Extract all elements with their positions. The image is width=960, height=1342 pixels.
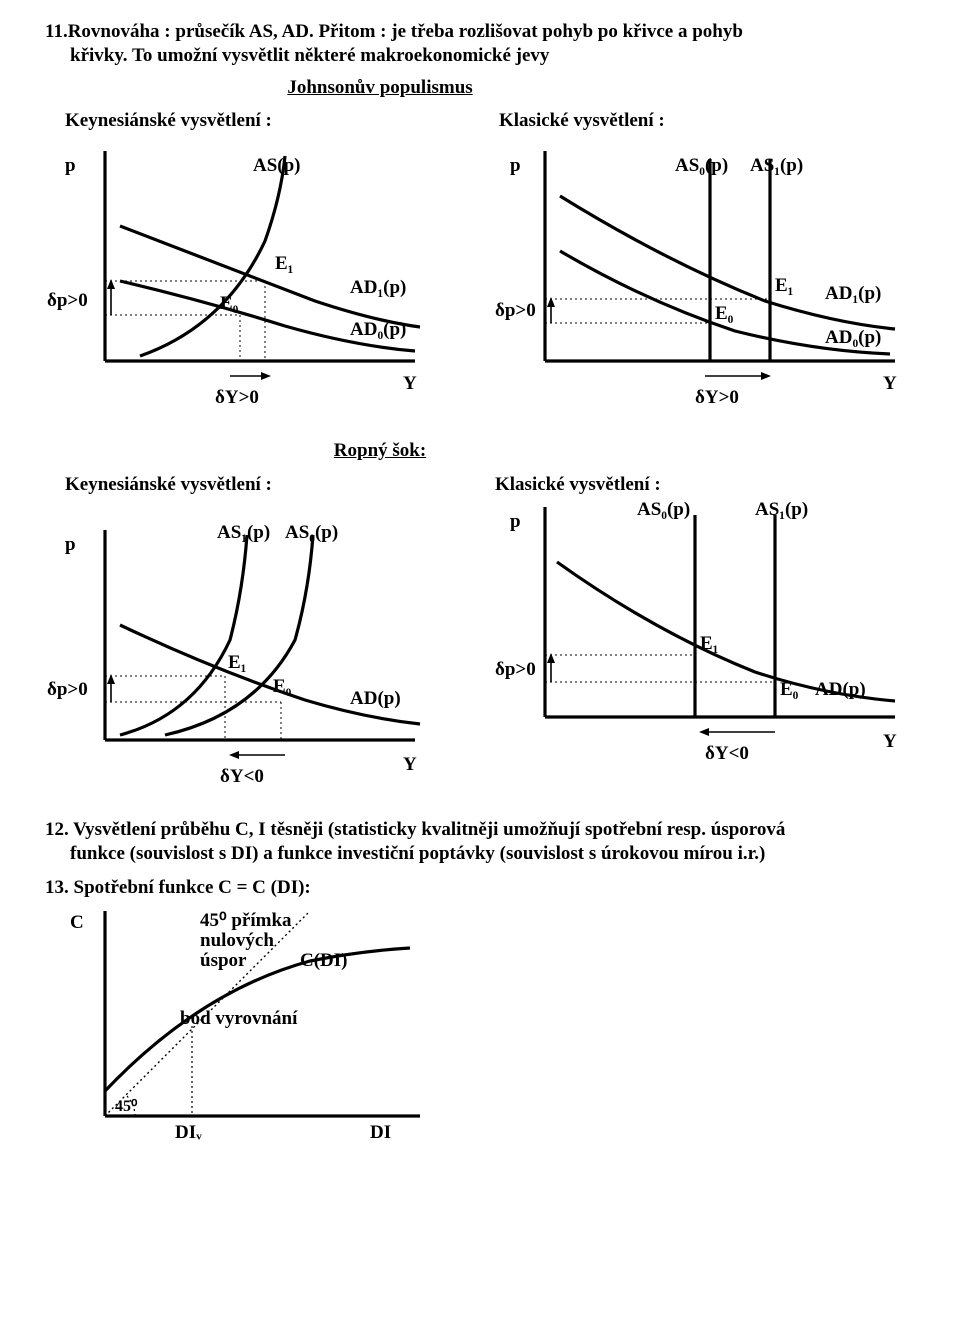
para-13: 13. Spotřební funkce C = C (DI):: [25, 876, 935, 900]
lbl-primka1: 45⁰ přímka: [200, 910, 292, 931]
lbl-dp: δp>0: [47, 290, 88, 311]
lbl-AS0b: AS₀(p): [285, 522, 338, 543]
lbl-ADp2: AD(p): [815, 679, 866, 700]
lbl-p: p: [65, 155, 76, 176]
lbl-AS0: AS₀(p): [675, 155, 728, 176]
lbl-45: 45⁰: [115, 1098, 138, 1115]
lbl-Y4: Y: [883, 731, 897, 752]
para-11: 11.Rovnováha : průsečík AS, AD. Přitom :…: [25, 20, 935, 68]
lbl-Y: Y: [403, 373, 417, 394]
lbl-dp4: δp>0: [495, 659, 536, 680]
lbl-E02: E₀: [715, 303, 734, 324]
lbl-C: C: [70, 912, 84, 933]
lbl-dyn2: δY<0: [705, 743, 749, 764]
lbl-E04: E₀: [780, 679, 799, 700]
ropny-keynes: Keynesiánské vysvětlení : p AS₁: [25, 473, 465, 801]
para-12-line1: 12. Vysvětlení průběhu C, I těsněji (sta…: [45, 819, 785, 840]
keynes-title-2: Keynesiánské vysvětlení :: [65, 473, 465, 521]
lbl-E03: E₀: [273, 676, 292, 697]
johnson-keynes: Keynesiánské vysvětlení : p AS(p): [25, 109, 465, 421]
chart-ropny-keynes: p AS₁(p) AS₀(p) δp>0 E₁ E₀ AD(p) Y δY<0: [25, 520, 465, 800]
keynes-title-1: Keynesiánské vysvětlení :: [65, 109, 465, 133]
ropny-row: Keynesiánské vysvětlení : p AS₁: [25, 473, 935, 801]
lbl-ADp: AD(p): [350, 688, 401, 709]
lbl-AS1c: AS₁(p): [755, 499, 808, 520]
lbl-E12: E₁: [775, 275, 793, 296]
lbl-AS1: AS₁(p): [750, 155, 803, 176]
para-12: 12. Vysvětlení průběhu C, I těsněji (sta…: [25, 818, 935, 866]
lbl-E14: E₁: [700, 633, 718, 654]
chart-johnson-keynes: p AS(p) δp>0 E₀ E₁ AD₁(p) AD₀(p) Y δY>0: [25, 141, 465, 421]
johnson-classic: Klasické vysvětlení : p AS₀(p) AS₁(p): [495, 109, 935, 421]
para-11-line2: křivky. To umožní vysvětlit některé makr…: [70, 45, 549, 66]
lbl-primka3: úspor: [200, 950, 247, 971]
lbl-AD0: AD₀(p): [350, 319, 406, 340]
para-12-line2: funkce (souvislost s DI) a funkce invest…: [70, 843, 765, 864]
lbl-DI: DI: [370, 1122, 391, 1143]
lbl-DIv: DIᵥ: [175, 1122, 202, 1143]
para-11-line1: 11.Rovnováha : průsečík AS, AD. Přitom :…: [45, 21, 743, 42]
chart-cdi: C 45⁰ přímka nulových úspor C(DI) bod vy…: [50, 906, 450, 1156]
lbl-E13: E₁: [228, 652, 246, 673]
lbl-dyp: δY>0: [215, 387, 259, 408]
lbl-Y2: Y: [883, 373, 897, 394]
classic-title-1: Klasické vysvětlení :: [499, 109, 935, 133]
lbl-AD02: AD₀(p): [825, 327, 881, 348]
chart-ropny-classic: p AS₀(p) AS₁(p) δp>0 E₁ E₀ AD(p) Y δY<0: [495, 497, 935, 777]
lbl-p4: p: [510, 511, 521, 532]
lbl-bod: bod vyrovnání: [180, 1008, 298, 1029]
lbl-AS0c: AS₀(p): [637, 499, 690, 520]
lbl-E0: E₀: [220, 293, 239, 314]
ropny-classic: Klasické vysvětlení : p AS₀(p) AS₁(p) δp…: [495, 473, 935, 801]
classic-title-2: Klasické vysvětlení :: [495, 473, 935, 497]
johnson-row: Keynesiánské vysvětlení : p AS(p): [25, 109, 935, 421]
heading-ropny: Ropný šok:: [125, 439, 635, 463]
chart-johnson-classic: p AS₀(p) AS₁(p) δp>0 E₀ E₁ AD₁(p) AD₀(p)…: [495, 141, 935, 421]
lbl-dyp2: δY>0: [695, 387, 739, 408]
lbl-p3: p: [65, 534, 76, 555]
lbl-AD12: AD₁(p): [825, 283, 881, 304]
heading-johnson: Johnsonův populismus: [125, 76, 635, 100]
lbl-E1: E₁: [275, 253, 293, 274]
lbl-CDI: C(DI): [300, 950, 348, 971]
lbl-dp3: δp>0: [47, 679, 88, 700]
lbl-ASp: AS(p): [253, 155, 301, 176]
lbl-AD1: AD₁(p): [350, 277, 406, 298]
para-13-text: 13. Spotřební funkce C = C (DI):: [45, 877, 311, 898]
lbl-Y3: Y: [403, 754, 417, 775]
lbl-dyn: δY<0: [220, 766, 264, 787]
lbl-AS1b: AS₁(p): [217, 522, 270, 543]
lbl-dp2: δp>0: [495, 300, 536, 321]
lbl-p2: p: [510, 155, 521, 176]
lbl-primka2: nulových: [200, 930, 274, 951]
